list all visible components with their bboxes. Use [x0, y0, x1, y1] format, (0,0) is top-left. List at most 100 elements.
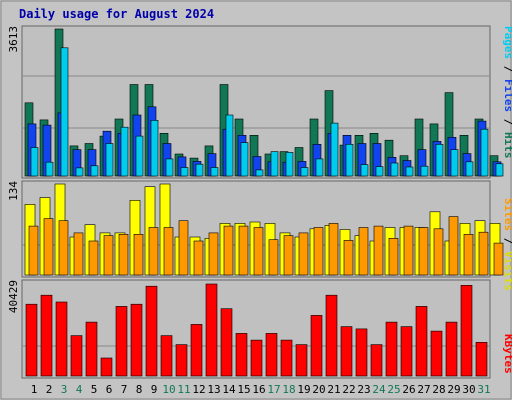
kbytes-bar: [445, 321, 458, 377]
x-tick-label: 17: [267, 383, 280, 396]
kbytes-bar: [40, 294, 53, 377]
pages-bar: [375, 166, 384, 177]
x-tick-label: 12: [192, 383, 205, 396]
x-tick-label: 30: [462, 383, 475, 396]
sites-bar: [478, 231, 489, 276]
pages-bar: [150, 120, 159, 177]
x-tick-label: 8: [136, 383, 143, 396]
kbytes-bar: [235, 333, 248, 377]
pages-bar: [225, 114, 234, 177]
kbytes-bars: [25, 283, 488, 377]
sites-bar: [58, 220, 69, 276]
x-tick-label: 9: [151, 383, 158, 396]
kbytes-bar: [460, 284, 473, 377]
legend-pages: Pages: [502, 26, 512, 59]
pages-bar: [420, 165, 429, 177]
pages-bar: [210, 167, 219, 177]
sites-bar: [448, 216, 459, 276]
pages-bar: [480, 128, 489, 177]
kbytes-bar: [370, 344, 383, 377]
pages-bar: [180, 167, 189, 177]
kbytes-bar: [175, 344, 188, 377]
x-tick-label: 18: [282, 383, 295, 396]
pages-bar: [390, 162, 399, 177]
kbytes-bar: [250, 339, 263, 377]
pages-bar: [360, 164, 369, 177]
kbytes-bar: [340, 326, 353, 377]
sites-bar: [88, 240, 99, 276]
kbytes-bar: [70, 335, 83, 377]
visits-sites-bars: [24, 183, 504, 276]
kbytes-bar: [265, 333, 278, 377]
legend-visits: Visits: [502, 251, 512, 291]
kbytes-bar: [310, 315, 323, 377]
sites-bar: [463, 234, 474, 276]
mid-ymax-label: 134: [7, 181, 20, 201]
sites-bar: [163, 227, 174, 276]
pages-bar: [255, 169, 264, 177]
sites-bar: [28, 225, 39, 276]
legend-mid: Sites / Visits: [502, 198, 512, 291]
sites-bar: [118, 234, 129, 276]
sites-bar: [73, 232, 84, 276]
pages-bar: [405, 166, 414, 177]
sites-bar: [493, 242, 504, 276]
pages-bar: [75, 167, 84, 177]
x-tick-label: 5: [91, 383, 98, 396]
kbytes-bar: [145, 285, 158, 377]
pages-bar: [435, 144, 444, 177]
kbytes-bar: [190, 324, 203, 377]
x-tick-label: 24: [372, 383, 386, 396]
sites-bar: [403, 225, 414, 276]
sites-bar: [103, 235, 114, 276]
pages-bar: [120, 126, 129, 177]
kbytes-bar: [205, 283, 218, 377]
x-tick-label: 27: [417, 383, 430, 396]
pages-bar: [270, 151, 279, 177]
pages-bar: [315, 158, 324, 177]
sites-bar: [343, 240, 354, 276]
top-ymax-label: 3613: [7, 26, 20, 53]
pages-bar: [90, 165, 99, 177]
kbytes-bar: [325, 294, 338, 377]
legend-top: Pages / Files / Hits: [502, 26, 512, 159]
pages-bar: [60, 47, 69, 177]
x-tick-label: 3: [61, 383, 68, 396]
x-tick-label: 6: [106, 383, 113, 396]
sites-bar: [298, 232, 309, 276]
kbytes-bar: [385, 321, 398, 377]
pages-bar: [135, 135, 144, 177]
sites-bar: [238, 225, 249, 276]
kbytes-bar: [400, 326, 413, 377]
legend-sites: Sites: [502, 198, 512, 231]
pages-bar: [45, 161, 54, 177]
sites-bar: [178, 220, 189, 276]
pages-bar: [300, 167, 309, 177]
pages-bar: [330, 122, 339, 177]
pages-bar: [345, 144, 354, 177]
x-tick-label: 16: [252, 383, 265, 396]
sites-bar: [148, 227, 159, 276]
x-tick-label: 26: [402, 383, 415, 396]
sites-bar: [283, 235, 294, 276]
pages-bar: [105, 143, 114, 177]
sites-bar: [193, 240, 204, 276]
kbytes-bar: [100, 357, 113, 377]
kbytes-bar: [280, 339, 293, 377]
x-tick-label: 14: [222, 383, 236, 396]
x-tick-label: 22: [342, 383, 355, 396]
kbytes-bar: [295, 344, 308, 377]
sites-bar: [208, 232, 219, 276]
sites-bar: [358, 227, 369, 276]
x-tick-label: 13: [207, 383, 220, 396]
x-tick-label: 21: [327, 383, 340, 396]
kbytes-bar: [55, 301, 68, 377]
kbytes-bar: [415, 306, 428, 377]
pages-bar: [240, 142, 249, 177]
x-tick-label: 4: [76, 383, 83, 396]
pages-bar: [165, 158, 174, 177]
x-tick-label: 11: [177, 383, 190, 396]
legend-kbytes: KBytes: [502, 334, 512, 374]
x-tick-label: 1: [31, 383, 38, 396]
